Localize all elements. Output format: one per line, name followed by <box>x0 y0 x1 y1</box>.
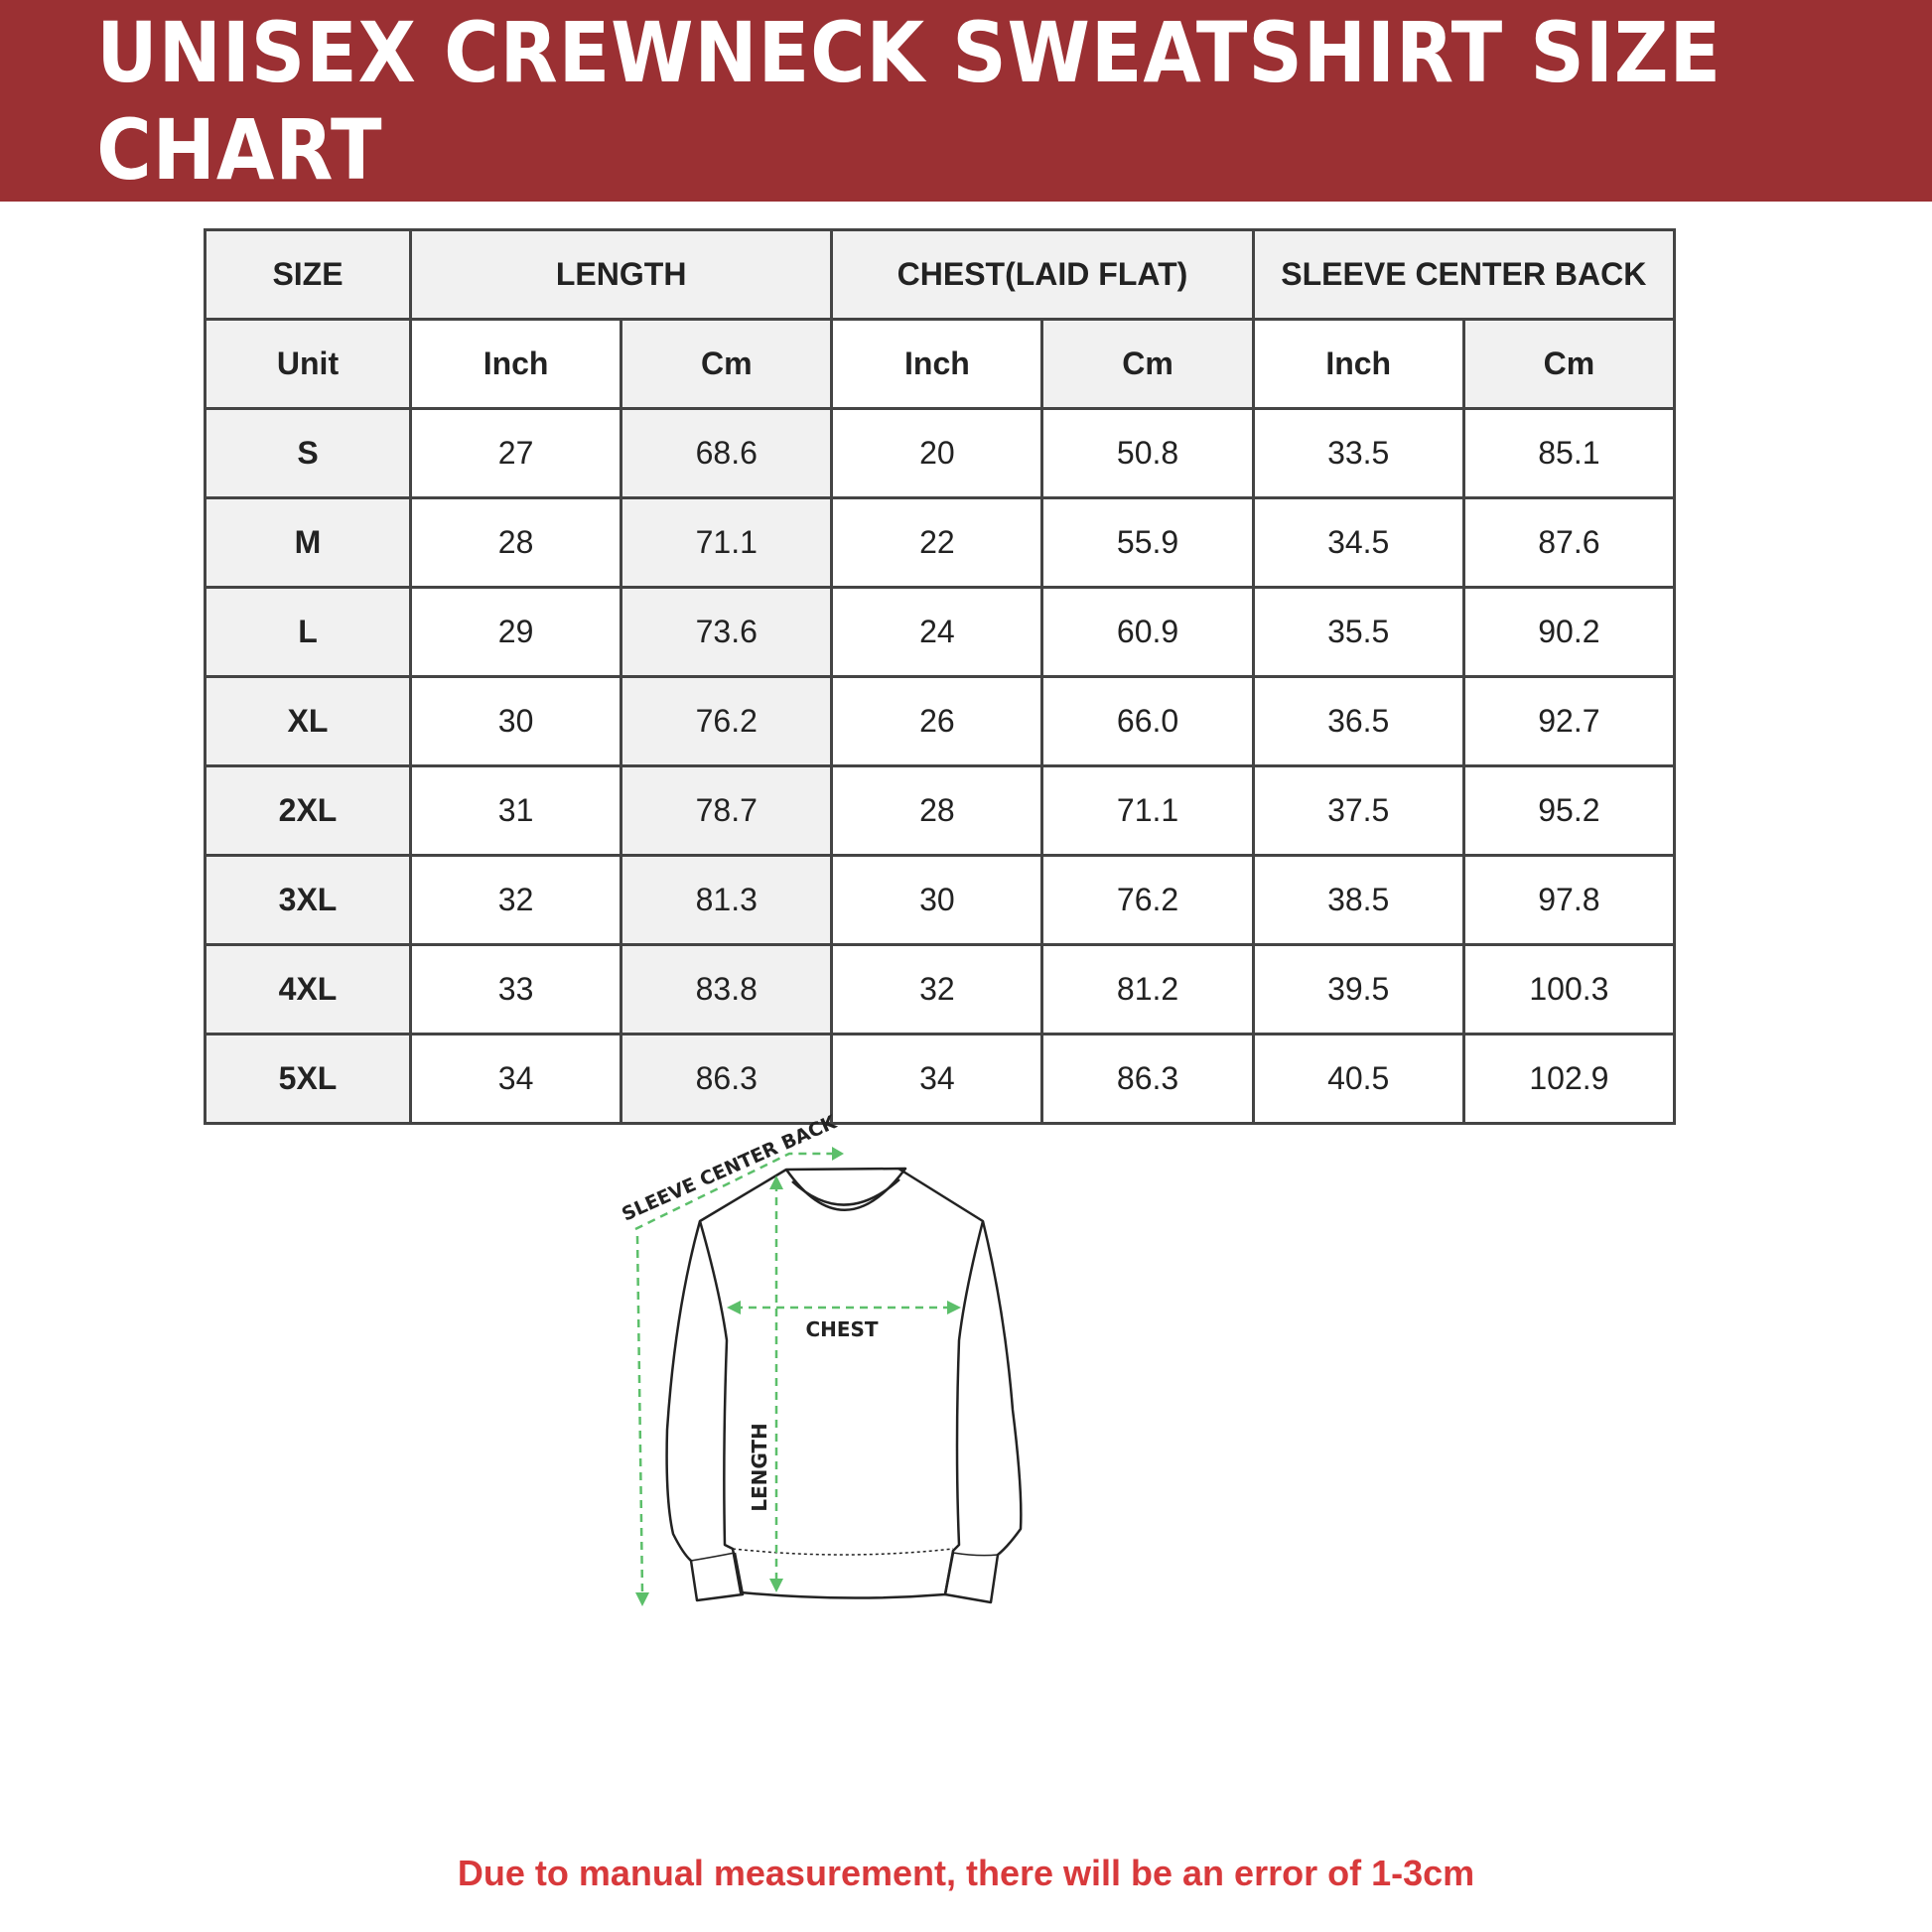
value-cell: 33 <box>408 943 623 1035</box>
unit-label: Unit <box>204 318 412 410</box>
arrow-right-icon <box>947 1301 961 1314</box>
unit-row: Unit Inch Cm Inch Cm Inch Cm <box>204 318 1677 410</box>
value-cell: 76.2 <box>620 675 834 767</box>
value-cell: 26 <box>830 675 1044 767</box>
title-banner: UNISEX CREWNECK SWEATSHIRT SIZE CHART <box>0 0 1932 202</box>
page-title: UNISEX CREWNECK SWEATSHIRT SIZE CHART <box>96 3 1722 199</box>
table-row: M 28 71.1 22 55.9 34.5 87.6 <box>204 496 1677 589</box>
header-chest: CHEST(LAID FLAT) <box>830 228 1255 321</box>
value-cell: 97.8 <box>1461 854 1677 946</box>
value-cell: 37.5 <box>1251 764 1465 857</box>
header-sleeve: SLEEVE CENTER BACK <box>1251 228 1677 321</box>
value-cell: 71.1 <box>620 496 834 589</box>
value-cell: 32 <box>408 854 623 946</box>
value-cell: 81.3 <box>620 854 834 946</box>
unit-cell: Inch <box>1251 318 1465 410</box>
value-cell: 28 <box>830 764 1044 857</box>
table-row: 2XL 31 78.7 28 71.1 37.5 95.2 <box>204 764 1677 857</box>
length-label: LENGTH <box>748 1423 771 1512</box>
value-cell: 34.5 <box>1251 496 1465 589</box>
value-cell: 66.0 <box>1040 675 1255 767</box>
table-row: 3XL 32 81.3 30 76.2 38.5 97.8 <box>204 854 1677 946</box>
sweatshirt-outline <box>665 1167 1023 1604</box>
value-cell: 102.9 <box>1461 1033 1677 1125</box>
value-cell: 76.2 <box>1040 854 1255 946</box>
value-cell: 86.3 <box>620 1033 834 1125</box>
size-table: SIZE LENGTH CHEST(LAID FLAT) SLEEVE CENT… <box>204 228 1677 1125</box>
value-cell: 39.5 <box>1251 943 1465 1035</box>
table-row: 4XL 33 83.8 32 81.2 39.5 100.3 <box>204 943 1677 1035</box>
value-cell: 40.5 <box>1251 1033 1465 1125</box>
value-cell: 87.6 <box>1461 496 1677 589</box>
value-cell: 95.2 <box>1461 764 1677 857</box>
size-cell: 4XL <box>204 943 412 1035</box>
arrow-left-icon <box>727 1301 741 1314</box>
value-cell: 55.9 <box>1040 496 1255 589</box>
value-cell: 78.7 <box>620 764 834 857</box>
unit-cell: Cm <box>620 318 834 410</box>
table-row: L 29 73.6 24 60.9 35.5 90.2 <box>204 586 1677 678</box>
value-cell: 33.5 <box>1251 407 1465 499</box>
value-cell: 30 <box>408 675 623 767</box>
arrow-right-icon <box>832 1147 844 1161</box>
value-cell: 20 <box>830 407 1044 499</box>
value-cell: 60.9 <box>1040 586 1255 678</box>
value-cell: 29 <box>408 586 623 678</box>
value-cell: 22 <box>830 496 1044 589</box>
value-cell: 31 <box>408 764 623 857</box>
header-length: LENGTH <box>408 228 834 321</box>
size-cell: S <box>204 407 412 499</box>
sweatshirt-diagram: SLEEVE CENTER BACK CHEST LENGTH <box>619 1112 1023 1606</box>
value-cell: 34 <box>408 1033 623 1125</box>
unit-cell: Cm <box>1040 318 1255 410</box>
size-cell: 3XL <box>204 854 412 946</box>
arrow-down-icon <box>635 1592 649 1606</box>
value-cell: 73.6 <box>620 586 834 678</box>
value-cell: 86.3 <box>1040 1033 1255 1125</box>
size-cell: XL <box>204 675 412 767</box>
table-row: XL 30 76.2 26 66.0 36.5 92.7 <box>204 675 1677 767</box>
table-row: 5XL 34 86.3 34 86.3 40.5 102.9 <box>204 1033 1677 1125</box>
arrowheads <box>635 1147 961 1606</box>
size-cell: L <box>204 586 412 678</box>
value-cell: 35.5 <box>1251 586 1465 678</box>
unit-cell: Inch <box>408 318 623 410</box>
value-cell: 68.6 <box>620 407 834 499</box>
unit-cell: Inch <box>830 318 1044 410</box>
value-cell: 85.1 <box>1461 407 1677 499</box>
size-cell: 2XL <box>204 764 412 857</box>
value-cell: 92.7 <box>1461 675 1677 767</box>
value-cell: 32 <box>830 943 1044 1035</box>
chest-label: CHEST <box>805 1317 878 1341</box>
value-cell: 38.5 <box>1251 854 1465 946</box>
arrow-up-icon <box>769 1175 783 1189</box>
header-row: SIZE LENGTH CHEST(LAID FLAT) SLEEVE CENT… <box>204 228 1677 321</box>
unit-cell: Cm <box>1461 318 1677 410</box>
arrow-down-icon <box>769 1579 783 1592</box>
measurement-note: Due to manual measurement, there will be… <box>457 1853 1475 1893</box>
value-cell: 81.2 <box>1040 943 1255 1035</box>
value-cell: 30 <box>830 854 1044 946</box>
value-cell: 24 <box>830 586 1044 678</box>
value-cell: 100.3 <box>1461 943 1677 1035</box>
value-cell: 71.1 <box>1040 764 1255 857</box>
value-cell: 34 <box>830 1033 1044 1125</box>
size-cell: 5XL <box>204 1033 412 1125</box>
value-cell: 50.8 <box>1040 407 1255 499</box>
measure-lines <box>634 1152 953 1594</box>
table-row: S 27 68.6 20 50.8 33.5 85.1 <box>204 407 1677 499</box>
value-cell: 36.5 <box>1251 675 1465 767</box>
value-cell: 27 <box>408 407 623 499</box>
header-size: SIZE <box>204 228 412 321</box>
value-cell: 28 <box>408 496 623 589</box>
value-cell: 90.2 <box>1461 586 1677 678</box>
value-cell: 83.8 <box>620 943 834 1035</box>
size-cell: M <box>204 496 412 589</box>
